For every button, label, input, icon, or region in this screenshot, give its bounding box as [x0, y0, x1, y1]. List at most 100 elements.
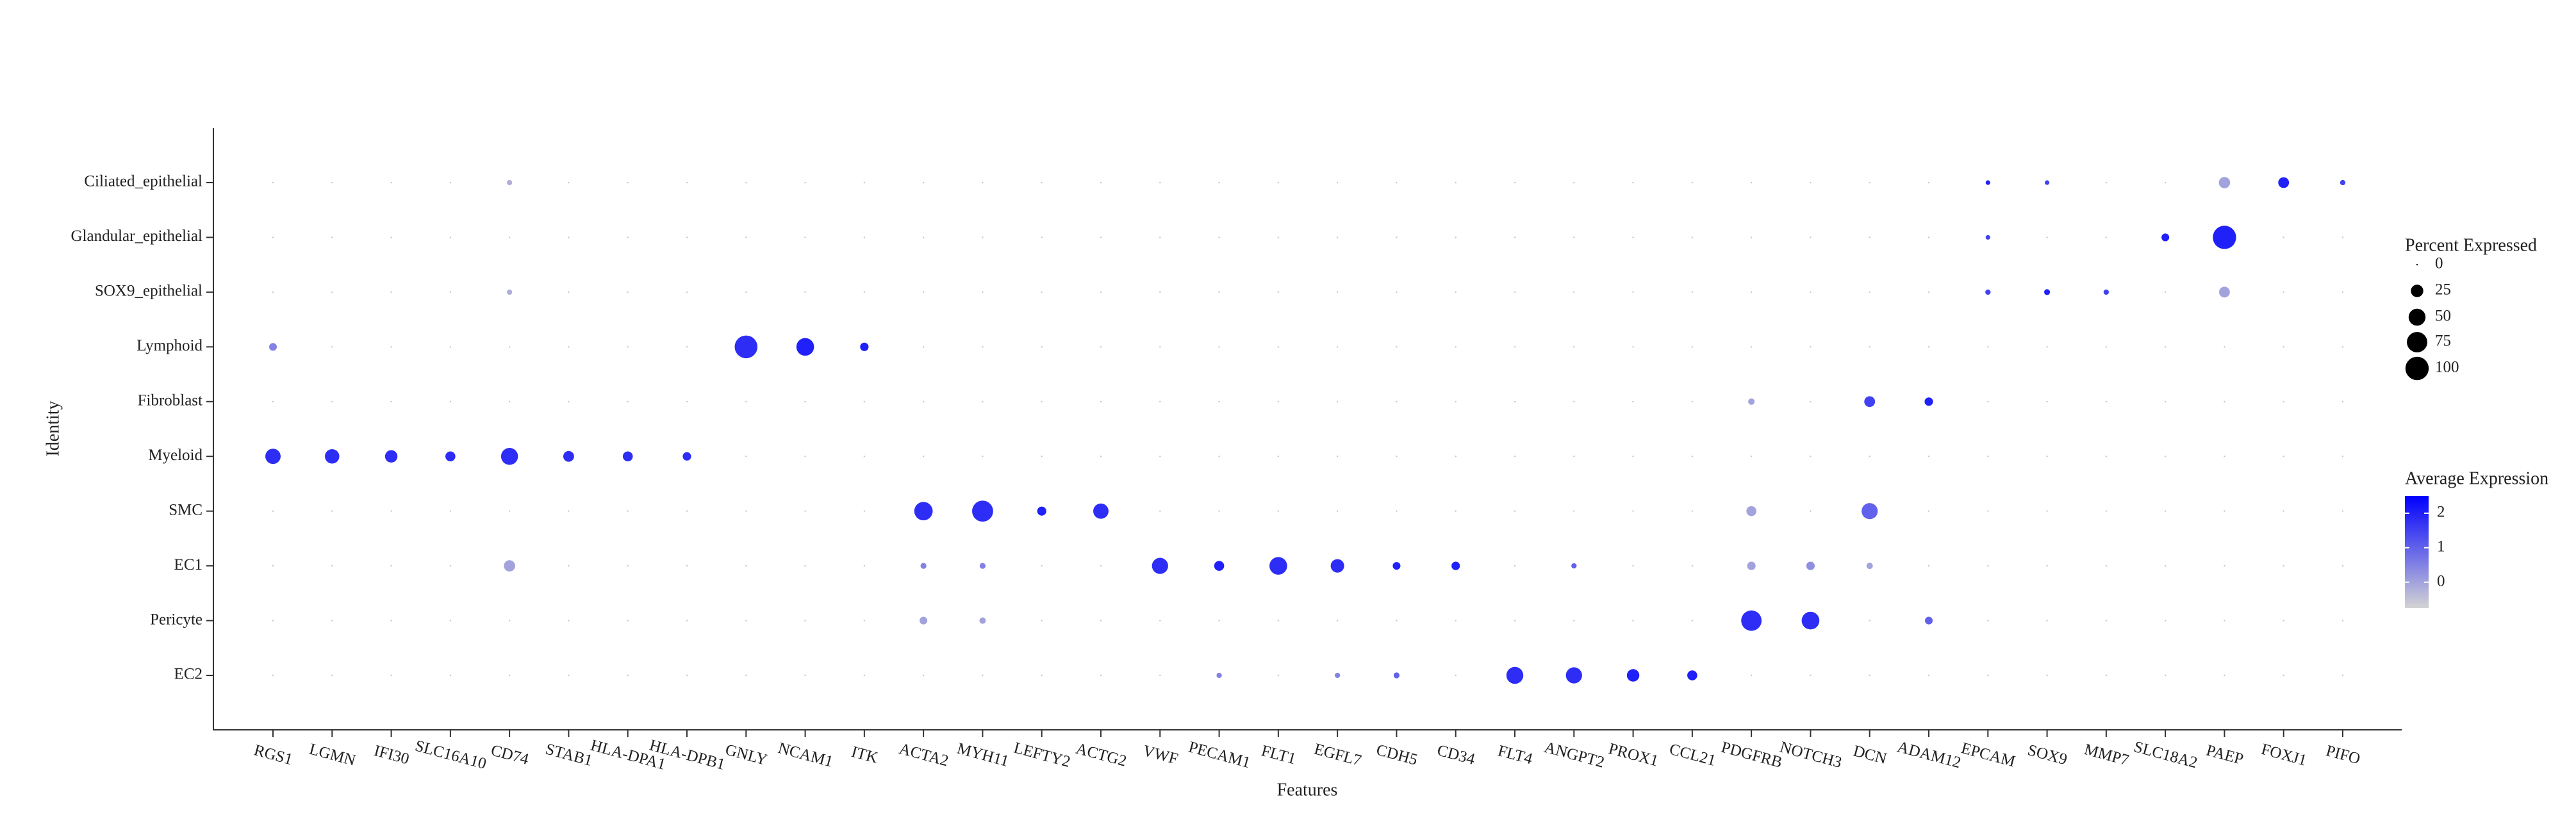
dot [804, 291, 806, 293]
dot [1869, 291, 1870, 293]
dot [1869, 674, 1870, 677]
dot [449, 620, 452, 622]
dot [1396, 510, 1398, 512]
dot [863, 620, 866, 622]
dot [1277, 346, 1280, 348]
dot [2105, 181, 2108, 184]
dot [390, 181, 392, 184]
dot [445, 451, 456, 462]
dot [1514, 236, 1516, 238]
dot [1806, 561, 1815, 570]
dot [1334, 672, 1341, 679]
dot [1750, 181, 1753, 184]
dot [2044, 180, 2050, 185]
dot [627, 181, 629, 184]
dot [568, 565, 570, 567]
dot [682, 452, 691, 461]
dot [686, 400, 688, 402]
x-tick-label: FOXJ1 [2259, 741, 2309, 770]
dot [331, 620, 333, 622]
dot [922, 346, 925, 348]
dot [863, 510, 866, 512]
dot [2283, 674, 2284, 677]
x-tick-label: SLC16A10 [413, 738, 488, 773]
dot [1277, 674, 1280, 677]
dot [1277, 291, 1280, 293]
dot [2224, 565, 2225, 567]
dot [686, 674, 688, 677]
x-tick-label: DCN [1851, 742, 1888, 768]
dot [1810, 346, 1812, 348]
dot [1573, 510, 1575, 512]
dot [745, 181, 747, 184]
dot [504, 560, 515, 572]
dot [1393, 672, 1400, 679]
dot [2341, 291, 2344, 293]
dot [2046, 674, 2048, 677]
dot [568, 236, 570, 238]
dot [1455, 510, 1457, 512]
dot [390, 510, 392, 512]
dot [922, 456, 925, 458]
dot [1455, 291, 1457, 293]
dot [1451, 561, 1460, 570]
x-tick-label: SLC18A2 [2132, 738, 2199, 771]
dot [1277, 400, 1280, 402]
dot [804, 565, 806, 567]
x-tick-label: EGFL7 [1312, 741, 1363, 770]
dot [1691, 456, 1694, 458]
dot [1573, 456, 1575, 458]
dot [1216, 672, 1222, 679]
dot [449, 291, 452, 293]
dot [272, 674, 274, 677]
x-tick-label: CD34 [1435, 742, 1477, 769]
dot [1565, 667, 1582, 684]
dot [449, 674, 452, 677]
dot [1218, 510, 1220, 512]
dot [686, 346, 688, 348]
dot [508, 510, 511, 512]
dot [1987, 346, 1989, 348]
dot [1985, 180, 1990, 185]
dot [1869, 236, 1870, 238]
dot [1396, 181, 1398, 184]
dot [1218, 456, 1220, 458]
dot [1336, 181, 1339, 184]
dot [1691, 620, 1694, 622]
dot [979, 617, 986, 624]
dot [508, 400, 511, 402]
dot [1100, 565, 1102, 567]
dot [1041, 236, 1043, 238]
dot [1041, 620, 1043, 622]
dot [1455, 674, 1457, 677]
dot [1632, 236, 1634, 238]
dot [1392, 562, 1401, 570]
dot [1571, 563, 1577, 569]
dot [1985, 289, 1991, 295]
dot [390, 236, 392, 238]
dot [2164, 181, 2167, 184]
dot [863, 565, 866, 567]
dot [1691, 181, 1694, 184]
dot [2341, 565, 2344, 567]
dot [1869, 181, 1870, 184]
dot [804, 400, 806, 402]
dot [508, 620, 511, 622]
x-tick-label: LGMN [308, 741, 358, 770]
dot [1632, 510, 1634, 512]
dot [1159, 346, 1161, 348]
size-legend-label: 75 [2435, 333, 2451, 350]
dot [1691, 291, 1694, 293]
dot [1396, 400, 1398, 402]
dot [272, 291, 274, 293]
dot [627, 291, 629, 293]
dot [2105, 236, 2108, 238]
dot [627, 565, 629, 567]
dot [500, 448, 518, 465]
dot [1750, 674, 1753, 677]
dot [1100, 674, 1102, 677]
dot [568, 400, 570, 402]
dot [1810, 181, 1812, 184]
dot [2105, 510, 2108, 512]
dot [2341, 674, 2344, 677]
